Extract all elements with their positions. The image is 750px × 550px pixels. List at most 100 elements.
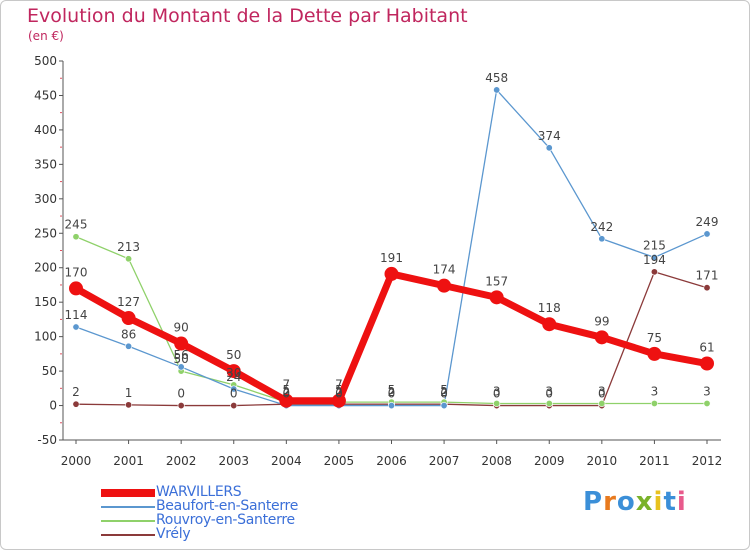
data-label: 61 xyxy=(699,341,714,355)
data-point xyxy=(545,144,553,152)
data-point xyxy=(72,233,80,241)
data-point xyxy=(650,253,658,261)
data-label: 5 xyxy=(283,383,291,397)
data-label: 0 xyxy=(440,387,448,401)
data-point xyxy=(69,281,83,296)
series-lines xyxy=(74,89,708,407)
data-point xyxy=(594,330,609,345)
series-line-0 xyxy=(74,270,708,405)
data-label: 0 xyxy=(283,387,291,401)
x-tick-label: 2010 xyxy=(587,454,618,468)
data-label: 242 xyxy=(590,220,613,234)
data-point xyxy=(72,323,80,331)
data-point xyxy=(177,363,185,371)
data-label: 7 xyxy=(335,378,343,392)
data-label: 127 xyxy=(117,295,140,309)
y-tick-label: 300 xyxy=(34,192,57,206)
legend-label: Rouvroy-en-Santerre xyxy=(156,512,295,528)
data-point xyxy=(174,336,189,351)
data-point xyxy=(230,385,238,393)
data-label: 458 xyxy=(485,71,508,85)
data-label: 2 xyxy=(283,385,291,399)
data-label: 5 xyxy=(335,383,343,397)
data-point xyxy=(598,399,606,407)
logo-letter: o xyxy=(616,487,636,517)
data-label: 2 xyxy=(388,385,396,399)
y-tick-label: 150 xyxy=(34,295,57,309)
x-tick-label: 2003 xyxy=(218,454,249,468)
legend-swatch xyxy=(101,520,155,522)
data-point xyxy=(489,290,504,305)
data-point xyxy=(647,346,662,361)
data-label: 0 xyxy=(493,387,501,401)
data-label: 0 xyxy=(177,387,185,401)
y-tick-label: 250 xyxy=(34,226,57,240)
data-label: 1 xyxy=(125,386,133,400)
data-label: 5 xyxy=(388,383,396,397)
x-tick-label: 2005 xyxy=(324,454,355,468)
data-label: 3 xyxy=(598,384,606,398)
data-point xyxy=(650,268,658,276)
y-tick-label: 450 xyxy=(34,88,57,102)
y-tick-label: 500 xyxy=(34,54,57,68)
data-label: 171 xyxy=(696,269,719,283)
data-label: 3 xyxy=(545,384,553,398)
data-label: 2 xyxy=(335,385,343,399)
data-label: 50 xyxy=(174,352,189,366)
data-point xyxy=(177,402,185,410)
data-label: 24 xyxy=(226,370,241,384)
x-tick-label: 2006 xyxy=(376,454,407,468)
x-tick-label: 2004 xyxy=(271,454,302,468)
data-point xyxy=(700,356,714,371)
data-point xyxy=(384,266,399,281)
logo-letter: x xyxy=(635,487,654,517)
data-label: 30 xyxy=(226,366,241,380)
x-tick-label: 2011 xyxy=(639,454,670,468)
series-points xyxy=(69,86,714,410)
data-label: 0 xyxy=(598,387,606,401)
data-point xyxy=(125,401,133,409)
data-point xyxy=(226,364,241,379)
data-label: 56 xyxy=(174,348,189,362)
data-point xyxy=(125,255,133,263)
chart-title: Evolution du Montant de la Dette par Hab… xyxy=(27,5,468,27)
data-point xyxy=(703,284,711,292)
legend-label: Vrély xyxy=(156,526,191,542)
data-label: 0 xyxy=(230,387,238,401)
data-label: 3 xyxy=(493,384,501,398)
logo-letter: i xyxy=(653,487,664,517)
data-label: 249 xyxy=(696,215,719,229)
data-point xyxy=(121,311,136,326)
data-label: 170 xyxy=(65,265,88,279)
data-point xyxy=(230,402,238,410)
data-label: 50 xyxy=(226,348,241,362)
logo-letter: P xyxy=(583,487,604,517)
data-label: 191 xyxy=(380,251,403,265)
y-tick-label: -50 xyxy=(37,433,57,447)
x-tick-label: 2001 xyxy=(113,454,144,468)
data-label: 157 xyxy=(485,274,508,288)
x-tick-label: 2000 xyxy=(61,454,92,468)
x-tick-label: 2008 xyxy=(481,454,512,468)
data-label: 118 xyxy=(538,301,561,315)
data-point xyxy=(493,399,501,407)
x-tick-label: 2012 xyxy=(692,454,723,468)
data-label: 2 xyxy=(440,385,448,399)
data-label: 0 xyxy=(335,387,343,401)
logo-letter: t xyxy=(663,487,677,517)
data-point xyxy=(279,393,294,408)
data-label: 3 xyxy=(703,384,711,398)
logo-letter: i xyxy=(676,487,687,517)
legend-swatch xyxy=(101,534,155,536)
data-label: 194 xyxy=(643,253,666,267)
data-point xyxy=(125,342,133,350)
data-point xyxy=(72,400,80,408)
logo-letter: r xyxy=(603,487,617,517)
data-label: 213 xyxy=(117,240,140,254)
data-point xyxy=(440,402,448,410)
data-label: 90 xyxy=(174,321,189,335)
legend-label: Beaufort-en-Santerre xyxy=(156,498,299,514)
